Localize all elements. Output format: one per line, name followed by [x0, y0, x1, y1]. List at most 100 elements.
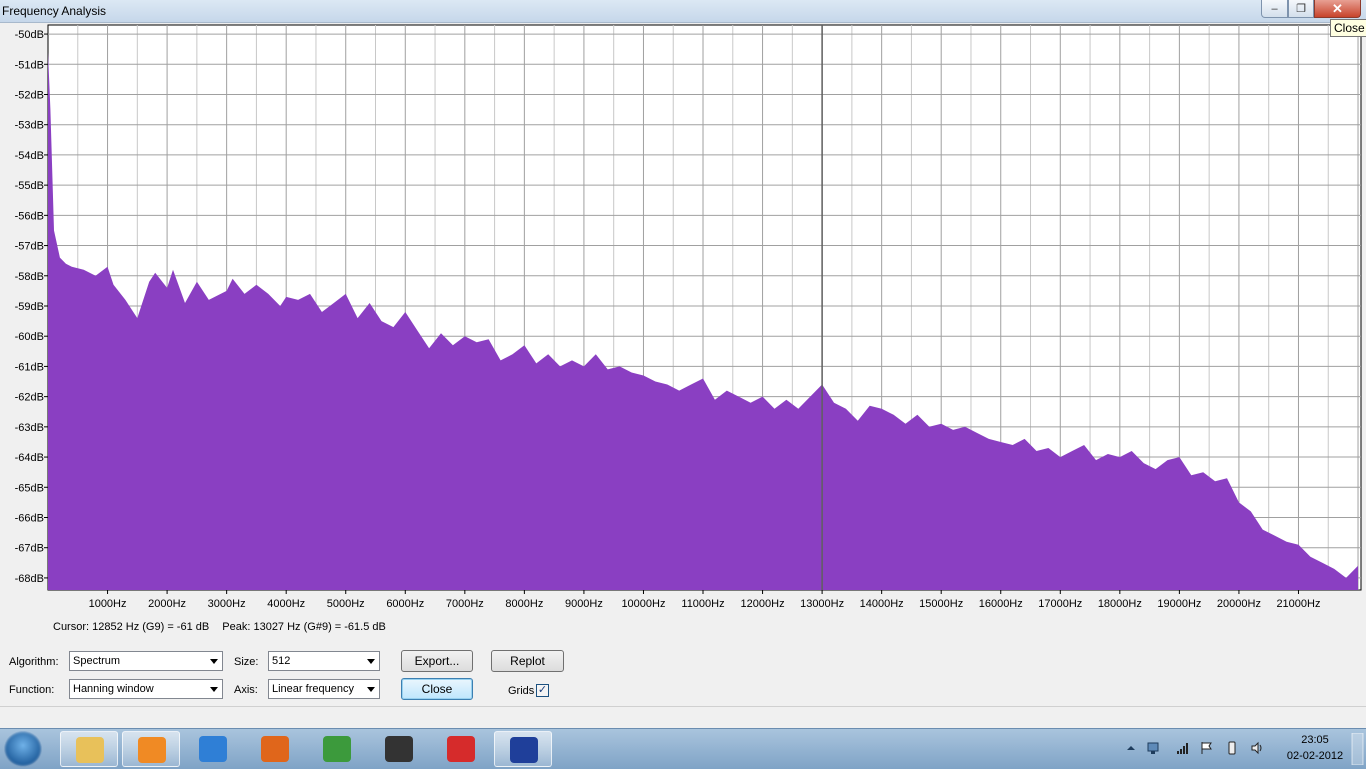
axis-select[interactable]: Linear frequency	[268, 679, 380, 699]
close-icon: ✕	[1332, 0, 1343, 16]
minimize-button[interactable]: –	[1261, 0, 1288, 18]
x-tick-label: 10000Hz	[621, 598, 665, 610]
axis-value: Linear frequency	[272, 683, 354, 695]
y-tick-label: -56dB	[15, 210, 44, 222]
camera-app-icon	[385, 736, 413, 762]
taskbar-airtel-app[interactable]	[432, 731, 490, 767]
taskbar-audacity[interactable]	[494, 731, 552, 767]
x-tick-label: 13000Hz	[800, 598, 844, 610]
peak-readout: Peak: 13027 Hz (G#9) = -61.5 dB	[222, 621, 386, 633]
taskbar-chrome[interactable]	[308, 731, 366, 767]
x-tick-label: 7000Hz	[446, 598, 484, 610]
y-tick-label: -52dB	[15, 89, 44, 101]
function-value: Hanning window	[73, 683, 154, 695]
taskbar-windows-explorer[interactable]	[60, 731, 118, 767]
close-button[interactable]: Close	[401, 678, 473, 700]
signal-strength-icon[interactable]	[1176, 741, 1190, 755]
close-tooltip: Close	[1330, 19, 1366, 37]
grids-checkbox[interactable]: ✓	[536, 684, 549, 697]
y-tick-label: -53dB	[15, 120, 44, 132]
y-tick-label: -68dB	[15, 573, 44, 585]
airtel-app-icon	[447, 736, 475, 762]
x-tick-label: 1000Hz	[89, 598, 127, 610]
x-tick-label: 18000Hz	[1098, 598, 1142, 610]
taskbar-firefox[interactable]	[246, 731, 304, 767]
status-bar	[0, 706, 1366, 729]
clock-date: 02-02-2012	[1286, 750, 1344, 762]
x-tick-label: 17000Hz	[1038, 598, 1082, 610]
y-tick-label: -58dB	[15, 271, 44, 283]
network-tray-icon[interactable]	[1146, 741, 1160, 755]
plot-panel: -50dB -51dB -52dB -53dB -54dB -55dB -56dB -57dB…	[0, 23, 1366, 615]
start-button[interactable]	[4, 731, 42, 767]
algorithm-value: Spectrum	[73, 655, 121, 667]
x-tick-label: 4000Hz	[267, 598, 305, 610]
maximize-button[interactable]: ❐	[1288, 0, 1314, 18]
title-bar: Frequency Analysis – ❐ ✕	[0, 0, 1366, 23]
minimize-icon: –	[1271, 2, 1278, 15]
window-title: Frequency Analysis	[2, 4, 107, 18]
windows-explorer-icon	[76, 737, 104, 763]
size-label: Size:	[234, 656, 259, 668]
chevron-down-icon	[367, 687, 375, 692]
x-tick-label: 20000Hz	[1217, 598, 1261, 610]
size-value: 512	[272, 655, 291, 667]
y-tick-label: -54dB	[15, 150, 44, 162]
size-select[interactable]: 512	[268, 651, 380, 671]
internet-explorer-icon	[199, 736, 227, 762]
x-tick-label: 12000Hz	[741, 598, 785, 610]
x-tick-label: 15000Hz	[919, 598, 963, 610]
x-tick-label: 2000Hz	[148, 598, 186, 610]
x-tick-label: 9000Hz	[565, 598, 603, 610]
grids-label: Grids	[508, 685, 535, 697]
restore-icon: ❐	[1296, 3, 1306, 15]
show-hidden-icons-icon[interactable]	[1124, 741, 1138, 755]
y-tick-label: -59dB	[15, 301, 44, 313]
chevron-down-icon	[210, 659, 218, 664]
x-tick-label: 3000Hz	[208, 598, 246, 610]
x-tick-label: 16000Hz	[979, 598, 1023, 610]
function-select[interactable]: Hanning window	[69, 679, 223, 699]
usb-device-icon[interactable]	[1225, 741, 1239, 755]
export-button[interactable]: Export...	[401, 650, 473, 672]
taskbar-media-player[interactable]	[122, 731, 180, 767]
clock-time: 23:05	[1301, 734, 1329, 746]
firefox-icon	[261, 736, 289, 762]
show-desktop-button[interactable]	[1350, 733, 1364, 765]
chevron-down-icon	[210, 687, 218, 692]
x-tick-label: 11000Hz	[681, 598, 724, 610]
replot-button[interactable]: Replot	[491, 650, 564, 672]
taskbar-camera-app[interactable]	[370, 731, 428, 767]
x-tick-label: 8000Hz	[505, 598, 543, 610]
chevron-down-icon	[367, 659, 375, 664]
volume-icon[interactable]	[1250, 741, 1264, 755]
y-tick-label: -55dB	[15, 180, 44, 192]
y-tick-label: -57dB	[15, 241, 44, 253]
close-window-button[interactable]: ✕	[1314, 0, 1361, 18]
x-tick-label: 5000Hz	[327, 598, 365, 610]
axis-label: Axis:	[234, 684, 258, 696]
y-tick-label: -66dB	[15, 512, 44, 524]
taskbar	[0, 728, 1366, 769]
y-tick-label: -65dB	[15, 482, 44, 494]
y-tick-label: -60dB	[15, 331, 44, 343]
y-tick-label: -50dB	[15, 29, 44, 41]
spectrum-chart[interactable]: -50dB -51dB -52dB -53dB -54dB -55dB -56dB -57dB…	[0, 23, 1366, 615]
algorithm-select[interactable]: Spectrum	[69, 651, 223, 671]
y-tick-label: -62dB	[15, 392, 44, 404]
chrome-icon	[323, 736, 351, 762]
x-tick-label: 21000Hz	[1276, 598, 1320, 610]
y-tick-label: -61dB	[15, 361, 44, 373]
y-tick-label: -67dB	[15, 543, 44, 555]
y-tick-label: -51dB	[15, 59, 44, 71]
system-clock[interactable]: 23:05 02-02-2012	[1270, 732, 1360, 764]
info-line: Cursor: 12852 Hz (G9) = -61 dB Peak: 130…	[53, 621, 396, 633]
function-label: Function:	[9, 684, 55, 696]
action-center-flag-icon[interactable]	[1200, 741, 1214, 755]
cursor-readout: Cursor: 12852 Hz (G9) = -61 dB	[53, 621, 210, 633]
media-player-icon	[138, 737, 166, 763]
taskbar-internet-explorer[interactable]	[184, 731, 242, 767]
algorithm-label: Algorithm:	[9, 656, 59, 668]
y-tick-label: -63dB	[15, 422, 44, 434]
y-tick-label: -64dB	[15, 452, 44, 464]
